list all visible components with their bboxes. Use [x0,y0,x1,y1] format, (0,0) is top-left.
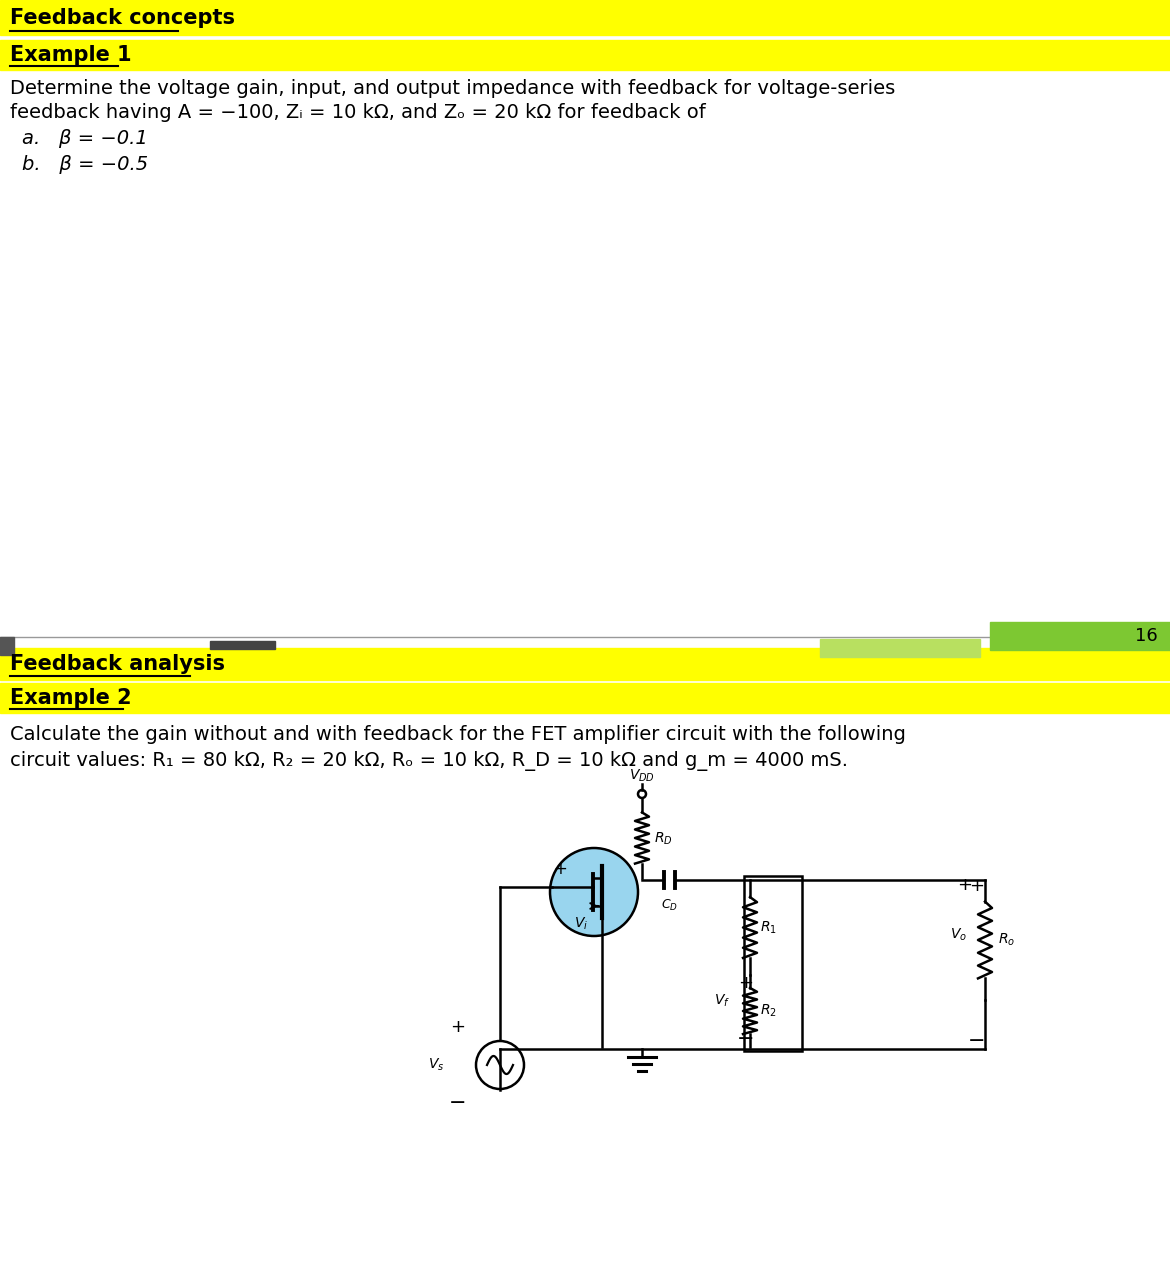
Bar [0,637,14,655]
Text: $V_i$: $V_i$ [574,915,589,932]
Text: −: − [737,1029,755,1050]
Text: +: + [957,876,972,893]
Text: $R_1$: $R_1$ [760,919,777,936]
Text: feedback having A = −100, Zᵢ = 10 kΩ, and Zₒ = 20 kΩ for feedback of: feedback having A = −100, Zᵢ = 10 kΩ, an… [11,104,706,123]
Text: $R_2$: $R_2$ [760,1002,777,1019]
Text: Feedback analysis: Feedback analysis [11,654,225,675]
Text: Determine the voltage gain, input, and output impedance with feedback for voltag: Determine the voltage gain, input, and o… [11,78,895,97]
Bar [0,684,1170,713]
Text: +: + [553,860,567,878]
Text: a.   β = −0.1: a. β = −0.1 [22,129,147,148]
Text: circuit values: R₁ = 80 kΩ, R₂ = 20 kΩ, Rₒ = 10 kΩ, R_D = 10 kΩ and g_m = 4000 m: circuit values: R₁ = 80 kΩ, R₂ = 20 kΩ, … [11,751,848,771]
Text: Example 1: Example 1 [11,45,131,65]
Text: $C_D$: $C_D$ [661,899,679,913]
Text: $V_f$: $V_f$ [714,993,730,1009]
Bar [0,40,1170,70]
Text: $R_D$: $R_D$ [654,831,673,847]
Text: $V_o$: $V_o$ [950,927,966,943]
Text: $V_s$: $V_s$ [427,1057,443,1073]
Text: −: − [449,1093,467,1114]
Text: Example 2: Example 2 [11,689,131,708]
Text: +: + [970,877,984,895]
Text: $V_{DD}$: $V_{DD}$ [629,768,655,783]
Bar [820,639,980,657]
Bar [744,876,801,1051]
Bar [0,0,1170,35]
Text: b.   β = −0.5: b. β = −0.5 [22,155,149,174]
Bar [990,622,1170,650]
Text: $R_o$: $R_o$ [998,932,1016,948]
Bar [0,648,1170,680]
Text: Calculate the gain without and with feedback for the FET amplifier circuit with : Calculate the gain without and with feed… [11,726,906,745]
Text: +: + [738,974,753,992]
Circle shape [550,847,638,936]
Text: Feedback concepts: Feedback concepts [11,8,235,27]
Bar [209,641,275,649]
Text: +: + [450,1018,466,1036]
Text: −: − [969,1030,986,1051]
Text: 16: 16 [1135,627,1158,645]
